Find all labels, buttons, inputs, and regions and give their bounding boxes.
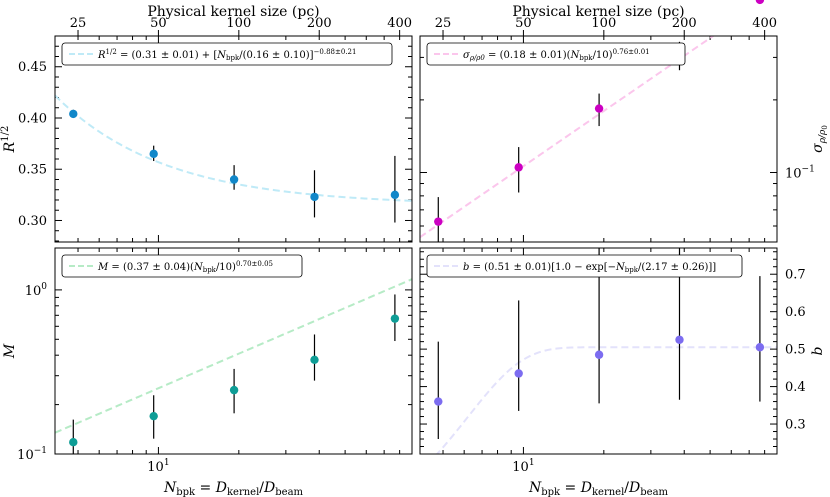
legend-label: b = (0.51 ± 0.01)[1.0 − exp[−Nbpk/(2.17 … (463, 262, 716, 274)
y-ticks-sigma (420, 56, 777, 227)
data-point (514, 369, 523, 378)
y-axis-title: σρ/ρ0 (810, 125, 829, 153)
data-point (514, 163, 523, 172)
top-axis-title: Physical kernel size (pc) (147, 4, 319, 20)
y-tick-label: 0.40 (18, 111, 47, 126)
data-point (675, 335, 684, 344)
top-tick-label: 200 (307, 16, 332, 31)
top-tick-label: 400 (387, 16, 412, 31)
panel-m: 101 Nbpk = Dkernel/Dbeam 10−1 100 M M = (0.37… (2, 247, 413, 497)
legend: R1/2 = (0.31 ± 0.01) + [Nbpk/(0.16 ± 0.1… (61, 42, 393, 66)
top-tick-label: 50 (515, 16, 532, 31)
data-point (434, 397, 443, 406)
plot-frame (419, 35, 778, 243)
y-tick-label: 0.5 (785, 343, 806, 358)
y-ticks-r (55, 35, 412, 242)
data-point (390, 314, 400, 323)
y-tick-label: 0.3 (785, 418, 806, 433)
y-tick-label: 0.35 (18, 163, 47, 178)
data-point (149, 411, 158, 421)
y-tick-label: 0.6 (785, 305, 806, 320)
legend-box (426, 254, 743, 278)
top-axis-title: Physical kernel size (pc) (512, 4, 684, 20)
y-tick-label: 10−1 (785, 164, 815, 181)
legend: b = (0.51 ± 0.01)[1.0 − exp[−Nbpk/(2.17 … (426, 254, 743, 278)
x-tick-label: 101 (147, 458, 169, 475)
data-point (310, 355, 319, 364)
x-ticks-sigma (442, 36, 766, 242)
fit-curve (55, 278, 412, 434)
legend-box (61, 42, 393, 66)
top-tick-label: 400 (752, 16, 777, 31)
legend-label: M = (0.37 ± 0.04)(Nbpk/10)0.70±0.05 (97, 260, 273, 274)
y-tick-label: 0.45 (18, 60, 47, 75)
y-tick-label: 0.4 (785, 380, 806, 395)
top-tick-label: 100 (226, 16, 251, 31)
x-ticks-b (442, 248, 766, 454)
panel-r: 25 50 100 200 400 Physical kernel size (pc) 0.… (0, 4, 413, 243)
legend-box (426, 42, 686, 66)
data-point (755, 343, 765, 352)
plot-frame (419, 247, 778, 455)
y-axis-title: b (810, 346, 826, 355)
x-ticks-m (77, 248, 401, 454)
fit-curve (435, 346, 777, 454)
legend: M = (0.37 ± 0.04)(Nbpk/10)0.70±0.05 (61, 254, 303, 278)
top-tick-label: 25 (70, 16, 87, 31)
fit-curve (420, 36, 715, 238)
y-tick-label: 0.7 (785, 268, 806, 283)
y-ticks-b (420, 251, 777, 455)
data-point (755, 0, 765, 5)
panel-sigma: 25 50 100 200 400 Physical kernel size (pc) 10… (419, 0, 829, 243)
x-ticks-r (77, 36, 401, 242)
data-point (149, 149, 158, 159)
data-point (229, 385, 239, 395)
y-tick-label: 100 (25, 282, 48, 299)
x-axis-title: Nbpk = Dkernel/Dbeam (163, 480, 304, 497)
y-axis-title: M (2, 343, 18, 359)
plot-frame (54, 35, 413, 243)
x-axis-title: Nbpk = Dkernel/Dbeam (528, 480, 669, 497)
legend-label: σρ/ρ0 = (0.18 ± 0.01)(Nbpk/10)0.76±0.01 (463, 48, 650, 62)
plot-frame (54, 247, 413, 455)
data-point (69, 438, 78, 447)
data-point (594, 104, 604, 113)
y-tick-label: 10−1 (17, 446, 47, 463)
y-tick-label: 0.30 (18, 214, 47, 229)
top-tick-label: 25 (435, 16, 452, 31)
data-point (229, 175, 239, 184)
top-tick-label: 200 (672, 16, 697, 31)
data-point (434, 217, 443, 226)
legend: σρ/ρ0 = (0.18 ± 0.01)(Nbpk/10)0.76±0.01 (426, 42, 686, 66)
top-tick-label: 100 (591, 16, 616, 31)
data-point (310, 192, 319, 202)
top-tick-label: 50 (150, 16, 167, 31)
data-point (594, 350, 604, 359)
data-point (69, 109, 78, 119)
x-tick-label: 101 (512, 458, 534, 475)
data-point (390, 190, 400, 200)
legend-box (61, 254, 303, 278)
y-axis-title: R1/2 (0, 126, 18, 154)
legend-label: R1/2 = (0.31 ± 0.01) + [Nbpk/(0.16 ± 0.1… (97, 48, 356, 62)
panel-b: 101 Nbpk = Dkernel/Dbeam 0.3 0.4 0.5 0.6 0.7 b b… (419, 247, 826, 497)
